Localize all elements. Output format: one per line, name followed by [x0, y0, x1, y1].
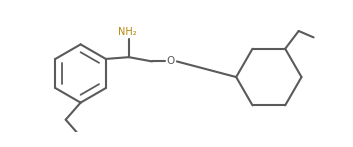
- Text: O: O: [166, 56, 175, 66]
- Text: NH₂: NH₂: [118, 27, 137, 37]
